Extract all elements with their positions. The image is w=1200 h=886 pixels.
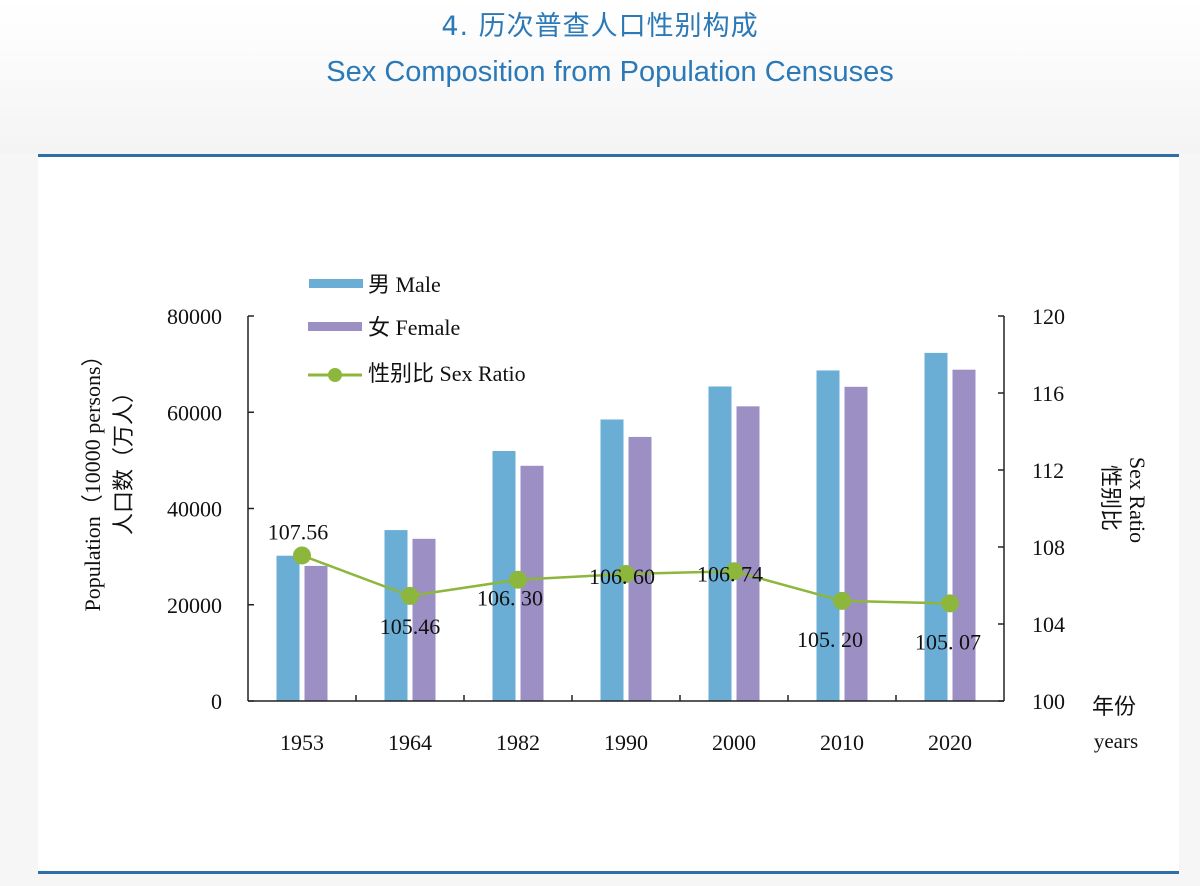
- y-right-label-cn: 性别比: [1097, 465, 1122, 531]
- right-tick-label: 112: [1032, 458, 1064, 483]
- x-tick-label: 2010: [820, 730, 864, 755]
- x-ticks: 1953 1964 1982 1990 2000 2010 2020: [280, 695, 972, 755]
- right-tick-label: 116: [1032, 381, 1064, 406]
- left-tick-label: 80000: [167, 304, 222, 329]
- sex-ratio-data-label: 105.46: [380, 614, 441, 639]
- chart-card: [38, 154, 1179, 874]
- x-tick-label: 1953: [280, 730, 324, 755]
- left-tick-label: 60000: [167, 400, 222, 425]
- bar-male-2010: [816, 370, 840, 701]
- legend-swatch-ratio-marker: [328, 368, 342, 382]
- legend-swatch-male: [309, 279, 363, 288]
- legend-label-female: 女 Female: [368, 315, 460, 340]
- legend-swatch-female: [308, 322, 362, 331]
- x-tick-label: 1990: [604, 730, 648, 755]
- bar-female-2020: [952, 369, 976, 701]
- right-tick-label: 100: [1032, 689, 1065, 714]
- chart-title-en: Sex Composition from Population Censuses: [326, 56, 894, 88]
- sex-ratio-marker-2010: [833, 591, 851, 610]
- bar-male-1982: [492, 451, 516, 701]
- bar-female-1982: [520, 465, 544, 701]
- bars-layer: [276, 352, 976, 701]
- x-tick-label: 2000: [712, 730, 756, 755]
- x-tick-label: 1982: [496, 730, 540, 755]
- x-label-en: years: [1094, 729, 1138, 753]
- sex-ratio-marker-1982: [509, 570, 527, 589]
- x-tick-label: 1964: [388, 730, 432, 755]
- y-right-label-en: Sex Ratio: [1125, 457, 1150, 543]
- legend-label-male: 男 Male: [368, 272, 441, 297]
- sex-ratio-marker-1990: [617, 564, 635, 583]
- bar-male-1953: [276, 555, 300, 701]
- sex-ratio-data-label: 106. 60: [589, 564, 655, 589]
- bar-male-1964: [384, 530, 408, 701]
- y-left-label-en: Population（10000 persons）: [80, 344, 105, 611]
- right-tick-label: 104: [1032, 612, 1065, 637]
- sex-ratio-marker-1953: [293, 546, 311, 565]
- sex-ratio-data-label: 106. 74: [697, 561, 763, 586]
- bar-male-2000: [708, 386, 732, 701]
- sex-ratio-marker-2000: [725, 562, 743, 581]
- bar-female-2000: [736, 406, 760, 701]
- left-tick-label: 40000: [167, 497, 222, 522]
- header-background: [0, 0, 1200, 154]
- y-left-label-cn: 人口数（万人）: [112, 381, 137, 535]
- legend: 男 Male 女 Female 性别比 Sex Ratio: [308, 272, 526, 386]
- sex-ratio-data-label: 106. 30: [477, 586, 543, 611]
- x-label-cn: 年份: [1092, 695, 1136, 720]
- bar-female-1964: [412, 538, 436, 701]
- x-tick-label: 2020: [928, 730, 972, 755]
- left-tick-label: 0: [211, 689, 222, 714]
- sex-ratio-marker-2020: [941, 594, 959, 613]
- left-tick-label: 20000: [167, 593, 222, 618]
- bar-male-1990: [600, 419, 624, 701]
- right-tick-label: 120: [1032, 304, 1065, 329]
- sex-ratio-data-label: 105. 07: [915, 629, 981, 654]
- sex-ratio-layer: [293, 546, 959, 613]
- ratio-labels: 107.56 105.46 106. 30 106. 60 106. 74 105. 20…: [268, 519, 981, 654]
- bar-female-2010: [844, 386, 868, 701]
- sex-ratio-data-label: 107.56: [268, 519, 329, 544]
- right-ticks: 100 104 108 112 116 120: [998, 304, 1065, 714]
- bar-male-2020: [924, 352, 948, 701]
- sex-ratio-data-label: 105. 20: [797, 627, 863, 652]
- right-tick-label: 108: [1032, 535, 1065, 560]
- legend-label-ratio: 性别比 Sex Ratio: [368, 361, 526, 386]
- bar-female-1953: [304, 565, 328, 701]
- bar-female-1990: [628, 436, 652, 701]
- sex-ratio-marker-1964: [401, 586, 419, 605]
- chart-title-cn: 4. 历次普查人口性别构成: [441, 11, 759, 42]
- left-ticks: 0 20000 40000 60000 80000: [167, 304, 254, 714]
